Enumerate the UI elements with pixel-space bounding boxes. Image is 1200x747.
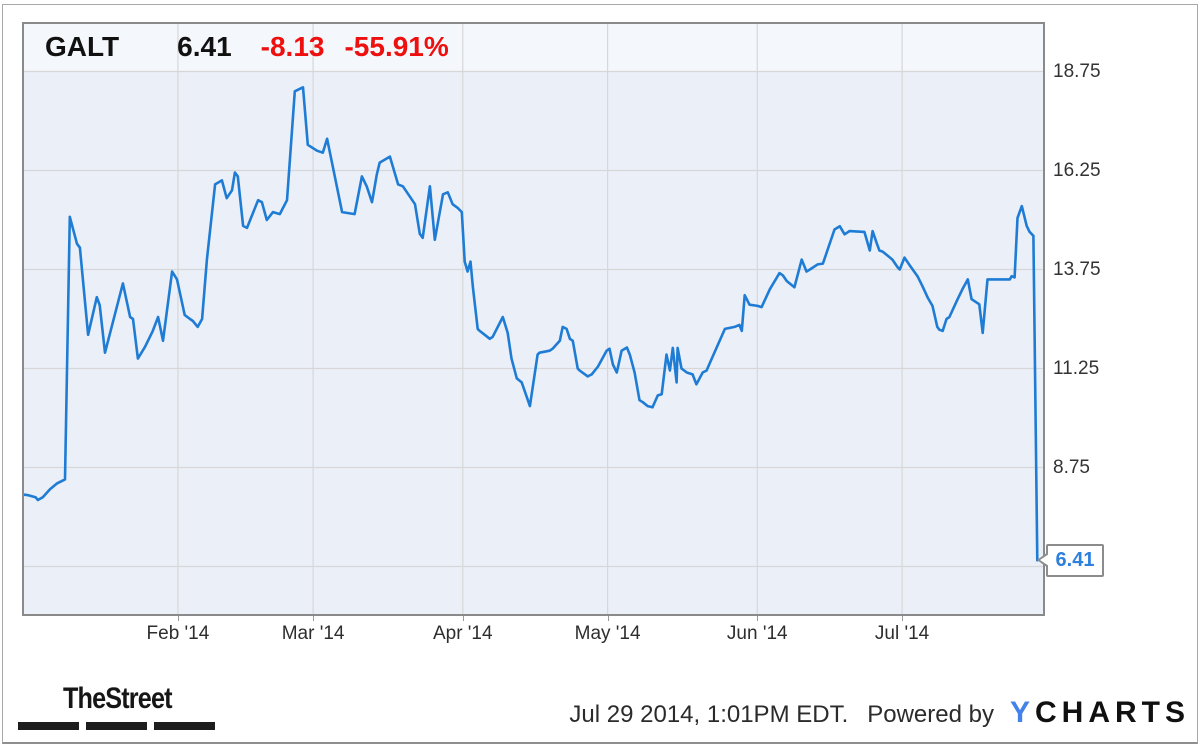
ycharts-logo: YCHARTS <box>1010 696 1190 730</box>
powered-by-text: Powered by <box>867 701 994 728</box>
x-tick-mark <box>607 616 609 621</box>
last-price: 6.41 <box>177 31 232 62</box>
y-tick-label: 11.25 <box>1053 357 1100 379</box>
x-tick-label: Feb '14 <box>146 623 210 644</box>
timestamp: Jul 29 2014, 1:01PM EDT. <box>569 701 849 728</box>
price-change-percent: -55.91% <box>344 31 449 62</box>
y-tick-label: 18.75 <box>1053 60 1101 82</box>
x-tick-label: Apr '14 <box>432 623 493 644</box>
thestreet-logo: TheStreet <box>63 682 173 715</box>
ycharts-logo-charts: CHARTS <box>1035 696 1190 729</box>
x-tick-mark <box>177 616 179 621</box>
footer-attribution: Jul 29 2014, 1:01PM EDT. Powered by YCHA… <box>569 696 1190 730</box>
callout-arrow-fill <box>1040 554 1049 567</box>
x-tick-label: Jul '14 <box>874 623 930 644</box>
x-tick-mark <box>902 616 904 621</box>
price-line-svg <box>22 22 1045 616</box>
x-tick-label: May '14 <box>574 623 641 644</box>
x-tick-mark <box>313 616 315 621</box>
quote-header: GALT 6.41 -8.13 -55.91% <box>45 31 449 63</box>
y-tick-label: 16.25 <box>1053 159 1101 181</box>
chart-plot-area <box>22 22 1045 616</box>
logo-bar <box>18 722 79 730</box>
logo-bar <box>154 722 215 730</box>
logo-bar <box>86 722 147 730</box>
thestreet-logo-bars <box>18 722 258 730</box>
x-tick-mark <box>462 616 464 621</box>
ticker-symbol: GALT <box>45 31 120 62</box>
price-change: -8.13 <box>260 31 325 62</box>
x-tick-label: Mar '14 <box>281 623 345 644</box>
x-tick-mark <box>757 616 759 621</box>
y-tick-label: 13.75 <box>1053 258 1101 280</box>
x-tick-label: Jun '14 <box>726 623 788 644</box>
ycharts-logo-y: Y <box>1009 696 1035 729</box>
callout-value: 6.41 <box>1055 548 1095 571</box>
y-tick-label: 8.75 <box>1053 456 1090 478</box>
last-price-callout: 6.41 <box>1037 543 1104 577</box>
